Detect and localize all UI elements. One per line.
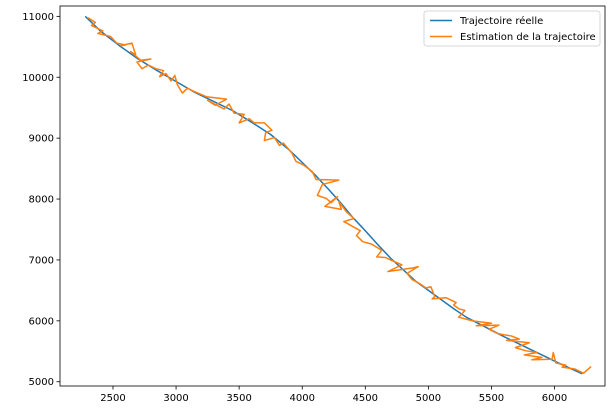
plot-frame — [59, 5, 606, 387]
y-tick-label: 7000 — [29, 255, 54, 266]
y-tick-label: 5000 — [29, 377, 54, 388]
x-tick-label: 5500 — [479, 393, 504, 404]
y-axis: 5000 6000 7000 8000 9000 10000 11000 — [22, 12, 60, 388]
x-tick-label: 2500 — [100, 393, 125, 404]
x-axis: 2500 3000 3500 4000 4500 5000 5500 6000 — [100, 386, 567, 404]
x-tick-label: 5000 — [416, 393, 441, 404]
legend: Trajectoire réelle Estimation de la traje… — [423, 10, 601, 47]
series-line-estimation — [87, 16, 592, 374]
plot-area — [60, 6, 605, 386]
y-tick-label: 10000 — [22, 73, 54, 84]
legend-label: Trajectoire réelle — [459, 15, 543, 27]
x-tick-label: 4000 — [289, 393, 314, 404]
y-tick-label: 8000 — [29, 195, 54, 206]
x-tick-label: 4500 — [353, 393, 378, 404]
legend-label: Estimation de la trajectoire — [460, 32, 596, 43]
x-tick-label: 6000 — [542, 393, 567, 404]
x-tick-label: 3500 — [226, 393, 251, 404]
series-layer — [84, 15, 592, 375]
legend-box — [423, 10, 601, 47]
y-tick-label: 11000 — [22, 12, 54, 23]
y-tick-label: 6000 — [29, 316, 54, 327]
y-tick-label: 9000 — [29, 134, 54, 145]
x-tick-label: 3000 — [163, 393, 188, 404]
